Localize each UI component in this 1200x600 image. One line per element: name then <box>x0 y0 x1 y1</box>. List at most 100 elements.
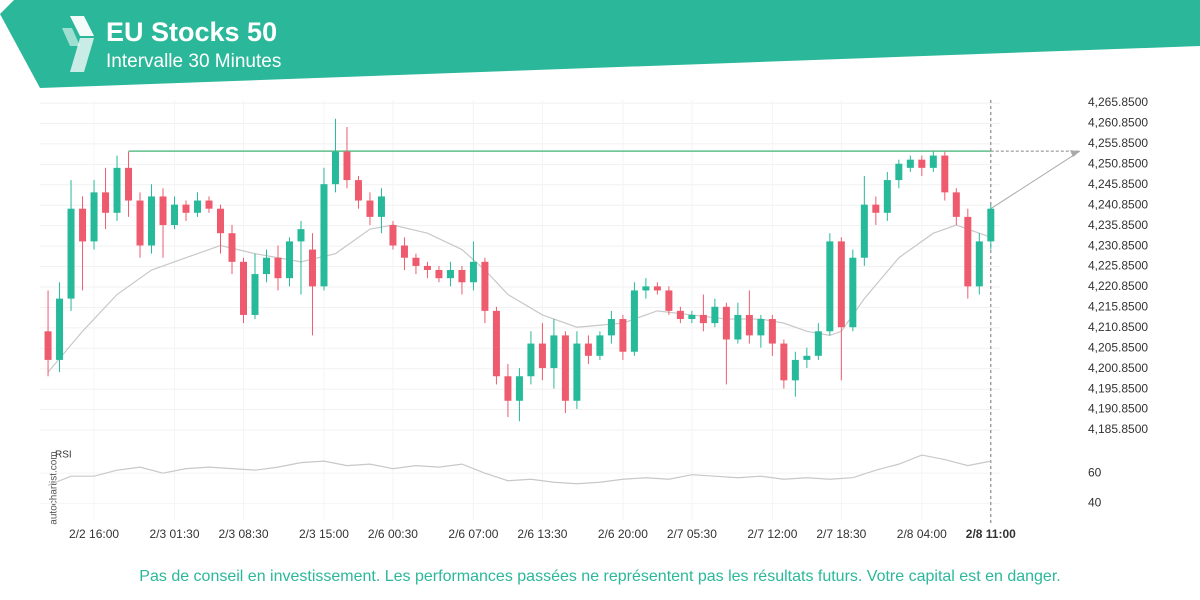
candle-body <box>584 343 592 356</box>
candle-body <box>653 286 661 291</box>
candle-body <box>285 241 293 279</box>
y-tick-label: 4,215.8500 <box>1088 300 1148 314</box>
candle-body <box>515 376 523 401</box>
projection-arrow <box>990 150 1081 210</box>
candle-body <box>262 257 270 275</box>
rsi-line <box>47 454 991 486</box>
candle-body <box>699 314 707 324</box>
candle-body <box>814 331 822 356</box>
candle-body <box>630 290 638 352</box>
x-tick-label: 2/3 01:30 <box>149 527 199 541</box>
chart-subtitle: Intervalle 30 Minutes <box>106 51 281 72</box>
rsi-tick-label: 60 <box>1088 465 1102 479</box>
rsi-label: RSI <box>55 450 72 461</box>
candle-body <box>757 319 765 336</box>
candle-body <box>44 331 52 360</box>
candle-body <box>550 335 558 369</box>
candle-body <box>148 196 156 246</box>
y-tick-label: 4,250.8500 <box>1088 157 1148 171</box>
y-tick-label: 4,255.8500 <box>1088 136 1148 150</box>
candle-body <box>492 310 500 377</box>
candle-body <box>711 306 719 324</box>
candle-body <box>676 310 684 320</box>
candle-body <box>975 241 983 287</box>
moving-average <box>47 224 992 373</box>
x-tick-label: 2/7 05:30 <box>667 527 717 541</box>
projection-arrow-head <box>1070 150 1080 158</box>
y-tick-label: 4,230.8500 <box>1088 238 1148 252</box>
candle-body <box>435 270 443 279</box>
candle-body <box>952 192 960 217</box>
candle-body <box>895 163 903 181</box>
x-tick-label: 2/6 07:00 <box>448 527 498 541</box>
x-tick-label: 2/8 04:00 <box>897 527 947 541</box>
candle-body <box>182 204 190 213</box>
candle-body <box>446 270 454 279</box>
candle-body <box>308 249 316 287</box>
y-tick-label: 4,265.8500 <box>1088 95 1148 109</box>
candle-body <box>722 306 730 340</box>
y-tick-label: 4,200.8500 <box>1088 361 1148 375</box>
x-tick-label: 2/8 11:00 <box>966 527 1016 541</box>
candle-body <box>194 200 202 213</box>
candle-body <box>527 343 535 377</box>
candle-body <box>171 204 179 226</box>
x-tick-label: 2/3 08:30 <box>218 527 268 541</box>
candle-body <box>665 290 673 311</box>
y-tick-label: 4,210.8500 <box>1088 320 1148 334</box>
candle-body <box>79 208 87 242</box>
y-tick-label: 4,245.8500 <box>1088 177 1148 191</box>
y-tick-label: 4,260.8500 <box>1088 116 1148 130</box>
x-tick-label: 2/7 12:00 <box>747 527 797 541</box>
x-tick-label: 2/2 16:00 <box>69 527 119 541</box>
header-banner <box>0 0 1200 88</box>
candle-body <box>849 257 857 328</box>
candle-body <box>791 359 799 381</box>
candle-body <box>136 200 144 246</box>
x-tick-label: 2/6 13:30 <box>517 527 567 541</box>
candle-body <box>354 180 362 201</box>
candle-body <box>469 261 477 283</box>
candle-body <box>872 204 880 213</box>
candle-body <box>504 376 512 401</box>
candle-body <box>90 192 98 242</box>
candle-body <box>964 216 972 287</box>
candle-body <box>596 335 604 356</box>
candle-body <box>481 261 489 311</box>
x-tick-label: 2/6 00:30 <box>368 527 418 541</box>
y-tick-label: 4,240.8500 <box>1088 197 1148 211</box>
candle-body <box>826 241 834 332</box>
candle-body <box>159 196 167 226</box>
candle-body <box>366 200 374 217</box>
candle-body <box>56 298 64 360</box>
candle-body <box>803 355 811 360</box>
candle-body <box>561 335 569 401</box>
candle-body <box>837 241 845 328</box>
chart-title: EU Stocks 50 <box>106 17 277 47</box>
candle-body <box>412 257 420 266</box>
y-tick-label: 4,225.8500 <box>1088 259 1148 273</box>
logo <box>62 16 94 72</box>
x-tick-label: 2/6 20:00 <box>598 527 648 541</box>
candle-body <box>67 208 75 299</box>
candle-body <box>883 180 891 213</box>
candle-body <box>125 167 133 201</box>
candle-body <box>251 274 259 315</box>
candle-body <box>377 196 385 217</box>
candle-body <box>205 200 213 209</box>
candle-body <box>607 319 615 336</box>
candle-body <box>688 314 696 320</box>
y-tick-label: 4,205.8500 <box>1088 340 1148 354</box>
candle-body <box>745 314 753 336</box>
candle-body <box>389 225 397 246</box>
candle-body <box>734 314 742 340</box>
candle-body <box>274 257 282 279</box>
candle-body <box>320 184 328 287</box>
candle-body <box>239 261 247 315</box>
y-tick-label: 4,195.8500 <box>1088 381 1148 395</box>
candle-body <box>642 286 650 291</box>
candle-body <box>987 208 995 242</box>
candle-body <box>113 167 121 213</box>
candle-body <box>860 204 868 258</box>
candle-body <box>343 151 351 181</box>
